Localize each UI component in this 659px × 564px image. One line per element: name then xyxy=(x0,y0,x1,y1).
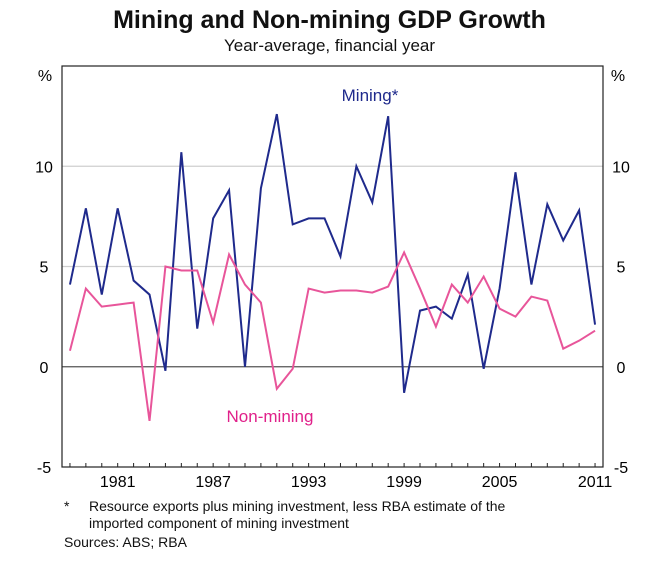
sources-note: Sources: ABS; RBA xyxy=(64,534,187,550)
plot-area: % % -5 -5 0 0 5 5 10 10 1981 1987 1993 1999 2005 2011… xyxy=(35,65,630,491)
series-label-non-mining: Non-mining xyxy=(227,407,314,426)
footnote-line-1: Resource exports plus mining investment,… xyxy=(89,498,506,514)
series-label-mining: Mining* xyxy=(342,86,399,105)
x-tick-label: 1981 xyxy=(100,474,136,491)
series-line-non-mining xyxy=(68,250,596,422)
x-tick-label: 1999 xyxy=(386,474,422,491)
footnote-marker: * xyxy=(64,498,70,514)
chart-subtitle: Year-average, financial year xyxy=(223,36,436,55)
y-tick-label-left: 10 xyxy=(35,159,53,176)
y-tick-label-right: -5 xyxy=(614,460,628,477)
plot-frame xyxy=(61,65,604,468)
y-tick-label-left: 0 xyxy=(40,360,49,377)
footnote-line-2: imported component of mining investment xyxy=(89,515,349,531)
y-tick-label-right: 0 xyxy=(617,360,626,377)
y-tick-label-right: 5 xyxy=(617,260,626,277)
y-tick-label-left: 5 xyxy=(40,260,49,277)
x-tick-label: 2005 xyxy=(482,474,518,491)
x-tick-label: 1993 xyxy=(291,474,327,491)
y-tick-label-left: -5 xyxy=(37,460,51,477)
chart-title: Mining and Non-mining GDP Growth xyxy=(113,6,546,34)
x-tick-label: 1987 xyxy=(195,474,231,491)
x-tick-label: 2011 xyxy=(578,474,613,491)
y-unit-right: % xyxy=(611,68,625,85)
y-unit-left: % xyxy=(38,68,52,85)
series-line-mining xyxy=(68,113,597,394)
y-tick-label-right: 10 xyxy=(612,159,630,176)
